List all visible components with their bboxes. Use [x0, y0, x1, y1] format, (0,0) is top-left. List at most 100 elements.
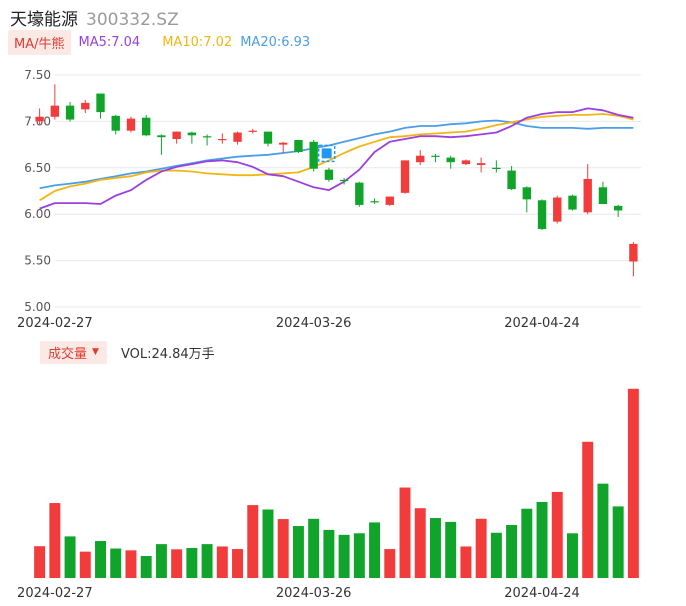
candle-body[interactable]	[492, 167, 501, 169]
candle-body[interactable]	[35, 116, 44, 122]
candle-body[interactable]	[294, 139, 303, 153]
candle-body[interactable]	[187, 132, 197, 136]
candle-body[interactable]	[339, 179, 349, 182]
candle-body[interactable]	[461, 160, 471, 165]
candle-body[interactable]	[537, 200, 547, 230]
volume-bar[interactable]	[277, 519, 289, 578]
volume-bar[interactable]	[64, 536, 76, 578]
volume-value-text: VOL:24.84万手	[120, 346, 215, 362]
candle-body[interactable]	[96, 93, 105, 113]
volume-bar[interactable]	[369, 522, 381, 578]
candle-body[interactable]	[218, 139, 227, 141]
volume-bar[interactable]	[216, 546, 228, 578]
candle-body[interactable]	[324, 169, 334, 180]
volume-bar[interactable]	[521, 508, 533, 578]
volume-bar[interactable]	[506, 525, 518, 578]
candle-body[interactable]	[385, 196, 394, 205]
candle-body[interactable]	[263, 131, 273, 144]
y-tick-label: 5.00	[24, 300, 51, 314]
y-tick-label: 6.00	[24, 207, 51, 221]
candle-body[interactable]	[583, 178, 592, 213]
candle-body[interactable]	[446, 157, 455, 163]
candle-body[interactable]	[522, 187, 531, 200]
candle-body[interactable]	[370, 201, 379, 203]
candle-body[interactable]	[157, 135, 166, 138]
crosshair-marker-fill	[321, 148, 332, 159]
stock-name: 天壕能源	[10, 10, 78, 30]
candle-body[interactable]	[65, 105, 75, 120]
volume-bar[interactable]	[186, 548, 198, 578]
volume-bar[interactable]	[399, 487, 411, 578]
volume-bar[interactable]	[551, 491, 563, 578]
volume-bar[interactable]	[125, 550, 137, 578]
candle-body[interactable]	[476, 163, 486, 166]
volume-bar[interactable]	[308, 518, 320, 578]
candle-body[interactable]	[50, 105, 60, 117]
ma-toggle-button[interactable]: MA/牛熊	[8, 29, 71, 55]
volume-bar[interactable]	[49, 503, 61, 578]
volume-bar[interactable]	[353, 533, 365, 578]
volume-x-tick-label: 2024-02-27	[17, 586, 93, 601]
ma10-legend-label: MA10:7.02	[162, 34, 233, 50]
volume-bar[interactable]	[140, 556, 152, 578]
candle-body[interactable]	[431, 155, 440, 157]
volume-bar[interactable]	[384, 549, 396, 578]
ma20-legend-label: MA20:6.93	[240, 34, 311, 50]
volume-bar[interactable]	[262, 509, 274, 578]
volume-bar[interactable]	[536, 502, 548, 578]
candle-body[interactable]	[355, 182, 364, 205]
ma-legend: MA/牛熊 MA5:7.04 MA10:7.02 MA20:6.93	[8, 29, 311, 55]
candle-body[interactable]	[309, 141, 318, 169]
volume-bar[interactable]	[79, 551, 91, 578]
volume-bar[interactable]	[567, 533, 578, 578]
candle-body[interactable]	[613, 205, 623, 211]
candle-body[interactable]	[553, 197, 562, 222]
volume-bar[interactable]	[171, 549, 183, 578]
volume-bar[interactable]	[323, 529, 335, 578]
volume-bar[interactable]	[95, 541, 106, 578]
volume-bar[interactable]	[247, 505, 259, 578]
candle-body[interactable]	[416, 155, 425, 163]
candle-body[interactable]	[81, 102, 90, 110]
volume-bar[interactable]	[597, 483, 609, 578]
volume-bar[interactable]	[460, 546, 472, 578]
volume-bar[interactable]	[429, 518, 441, 578]
candle-body[interactable]	[126, 118, 136, 131]
candle-body[interactable]	[111, 115, 120, 131]
candle-body[interactable]	[172, 131, 181, 140]
volume-legend: 成交量 ▼ VOL:24.84万手	[40, 340, 215, 364]
volume-bar[interactable]	[232, 549, 244, 578]
volume-bar[interactable]	[445, 521, 457, 578]
candle-body[interactable]	[142, 117, 151, 136]
candle-body[interactable]	[568, 195, 577, 210]
volume-bar[interactable]	[582, 441, 594, 578]
crosshair-marker-icon[interactable]	[317, 144, 336, 163]
volume-bar[interactable]	[414, 508, 426, 578]
candle-body[interactable]	[629, 243, 638, 262]
volume-bar[interactable]	[34, 546, 46, 578]
candle-body[interactable]	[400, 160, 410, 193]
y-tick-label: 7.50	[24, 68, 51, 82]
volume-bar[interactable]	[627, 388, 639, 578]
candle-body[interactable]	[507, 170, 516, 190]
candle-body[interactable]	[202, 136, 212, 138]
ma10-line	[39, 113, 634, 202]
candle-body[interactable]	[233, 132, 242, 142]
volume-bar[interactable]	[110, 548, 122, 578]
volume-bar[interactable]	[201, 544, 213, 578]
candle-body[interactable]	[598, 187, 608, 204]
volume-bar[interactable]	[475, 518, 487, 578]
candle-body[interactable]	[248, 130, 257, 132]
volume-bar[interactable]	[338, 534, 350, 578]
volume-bar[interactable]	[490, 532, 502, 578]
volume-bar[interactable]	[292, 526, 304, 578]
volume-bar[interactable]	[155, 544, 167, 578]
candle-body[interactable]	[279, 142, 288, 145]
volume-toggle-label: 成交量	[48, 346, 88, 362]
volume-toggle-button[interactable]: 成交量 ▼	[40, 340, 107, 364]
ma5-line	[39, 107, 634, 210]
caret-down-icon: ▼	[92, 347, 99, 357]
volume-bar[interactable]	[612, 506, 624, 578]
price-x-tick-label: 2024-04-24	[504, 316, 580, 331]
